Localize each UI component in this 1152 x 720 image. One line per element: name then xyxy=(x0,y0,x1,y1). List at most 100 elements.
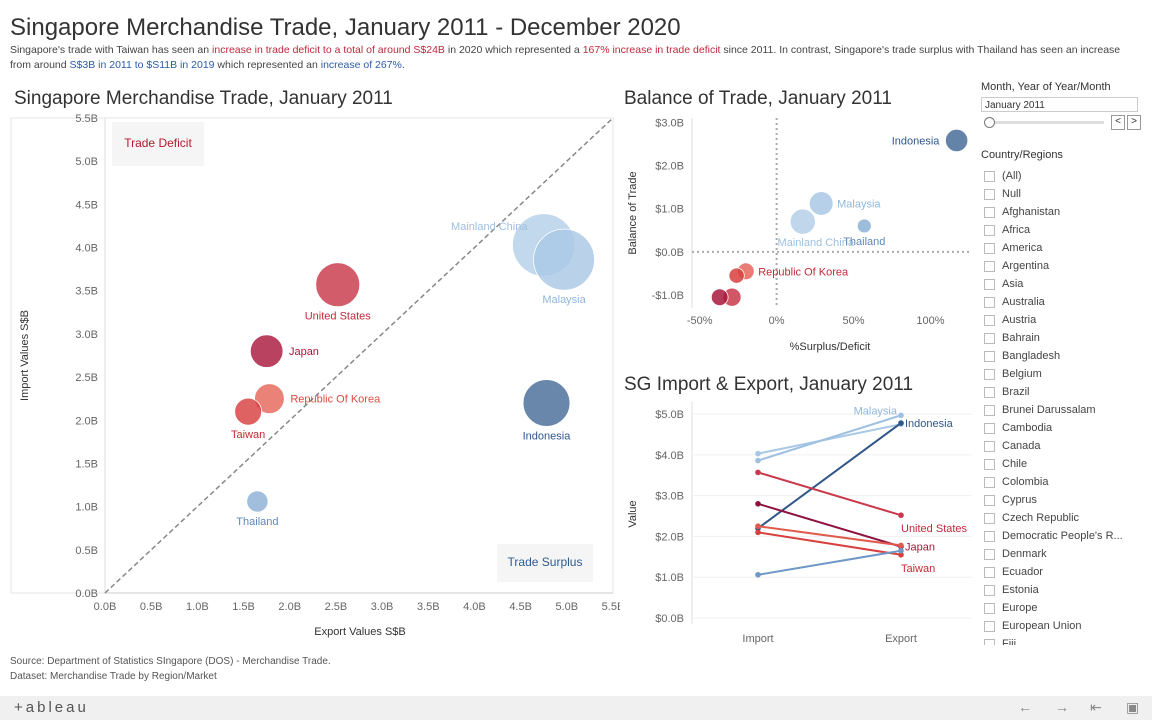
month-slider-track[interactable] xyxy=(986,121,1104,124)
bubble-taiwan[interactable] xyxy=(728,267,745,284)
revert-icon[interactable]: ⇤ xyxy=(1090,699,1102,715)
region-checkbox[interactable] xyxy=(984,494,995,506)
series-line-republic-of-korea[interactable] xyxy=(757,525,902,547)
series-line-japan[interactable] xyxy=(757,502,902,548)
region-checkbox[interactable] xyxy=(984,314,995,326)
region-checkbox[interactable] xyxy=(984,476,995,488)
series-line-thailand[interactable] xyxy=(757,549,902,576)
series-line-united-states[interactable] xyxy=(757,471,902,517)
point-import-taiwan[interactable] xyxy=(755,529,761,536)
bubble-mainland-china[interactable] xyxy=(789,208,816,235)
region-option[interactable]: Czech Republic xyxy=(984,509,1134,527)
region-checkbox[interactable] xyxy=(984,278,995,290)
bubble-united-states[interactable] xyxy=(315,262,361,308)
region-checkbox[interactable] xyxy=(984,350,995,362)
region-option[interactable]: Fiji xyxy=(984,635,1134,645)
point-export-malaysia[interactable] xyxy=(898,412,904,419)
region-option[interactable]: Democratic People's R... xyxy=(984,527,1134,545)
x-category-export: Export xyxy=(885,633,917,645)
region-checkbox[interactable] xyxy=(984,602,995,614)
region-option[interactable]: America xyxy=(984,239,1134,257)
region-option[interactable]: Austria xyxy=(984,311,1134,329)
region-option[interactable]: Australia xyxy=(984,293,1134,311)
point-import-united-states[interactable] xyxy=(755,469,761,476)
region-checkbox[interactable] xyxy=(984,332,995,344)
region-checkbox[interactable] xyxy=(984,566,995,578)
region-option[interactable]: Colombia xyxy=(984,473,1134,491)
region-checkbox[interactable] xyxy=(984,368,995,380)
region-option[interactable]: Asia xyxy=(984,275,1134,293)
redo-icon[interactable]: → xyxy=(1055,699,1069,715)
region-checkbox[interactable] xyxy=(984,260,995,272)
bubble-thailand[interactable] xyxy=(246,490,269,513)
region-option[interactable]: Ecuador xyxy=(984,563,1134,581)
region-option[interactable]: Belgium xyxy=(984,365,1134,383)
region-option[interactable]: Europe xyxy=(984,599,1134,617)
region-checkbox[interactable] xyxy=(984,422,995,434)
region-checkbox[interactable] xyxy=(984,224,995,236)
region-checkbox[interactable] xyxy=(984,296,995,308)
point-export-taiwan[interactable] xyxy=(898,551,904,558)
region-checkbox[interactable] xyxy=(984,386,995,398)
point-import-japan[interactable] xyxy=(755,501,761,507)
series-line-taiwan[interactable] xyxy=(757,531,902,556)
undo-icon[interactable]: ← xyxy=(1018,699,1032,715)
bubble-republic-of-korea[interactable] xyxy=(254,383,285,414)
next-month-button[interactable]: > xyxy=(1127,115,1141,130)
region-option[interactable]: (All) xyxy=(984,167,1134,185)
import-export-chart[interactable]: $0.0B $1.0B $2.0B $3.0B $4.0B $5.0B Import Expo… xyxy=(620,398,980,650)
bubble-thailand[interactable] xyxy=(856,218,872,234)
region-checkbox[interactable] xyxy=(984,170,995,182)
region-checkbox[interactable] xyxy=(984,458,995,470)
point-import-republic-of-korea[interactable] xyxy=(755,523,761,530)
point-export-republic-of-korea[interactable] xyxy=(898,542,904,549)
region-option[interactable]: Chile xyxy=(984,455,1134,473)
region-option[interactable]: European Union xyxy=(984,617,1134,635)
point-import-mainland-china[interactable] xyxy=(755,450,761,457)
bubble-indonesia[interactable] xyxy=(945,128,969,153)
region-checkbox[interactable] xyxy=(984,188,995,200)
region-checkbox[interactable] xyxy=(984,530,995,542)
bubble-malaysia[interactable] xyxy=(533,228,595,291)
point-import-thailand[interactable] xyxy=(755,571,761,578)
point-export-united-states[interactable] xyxy=(898,512,904,519)
region-option[interactable]: Bahrain xyxy=(984,329,1134,347)
point-export-thailand[interactable] xyxy=(898,547,904,554)
region-option[interactable]: Bangladesh xyxy=(984,347,1134,365)
region-checkbox[interactable] xyxy=(984,440,995,452)
series-line-malaysia[interactable] xyxy=(757,414,902,462)
bubble-indonesia[interactable] xyxy=(522,379,571,427)
month-filter-input[interactable]: January 2011 xyxy=(981,97,1138,112)
bubble-taiwan[interactable] xyxy=(234,397,263,426)
month-slider-handle[interactable] xyxy=(984,117,995,128)
region-option[interactable]: Brazil xyxy=(984,383,1134,401)
bubble-malaysia[interactable] xyxy=(808,191,834,216)
region-option[interactable]: Afghanistan xyxy=(984,203,1134,221)
region-checkbox[interactable] xyxy=(984,584,995,596)
region-option[interactable]: Null xyxy=(984,185,1134,203)
region-checkbox[interactable] xyxy=(984,404,995,416)
region-option[interactable]: Cambodia xyxy=(984,419,1134,437)
region-option[interactable]: Africa xyxy=(984,221,1134,239)
prev-month-button[interactable]: < xyxy=(1111,115,1125,130)
region-checkbox[interactable] xyxy=(984,206,995,218)
point-import-malaysia[interactable] xyxy=(755,457,761,464)
region-checkbox[interactable] xyxy=(984,620,995,632)
trade-scatter-chart[interactable]: 0.0B 0.5B 1.0B 1.5B 2.0B 2.5B 3.0B 3.5B 4.0B 4.5B… xyxy=(0,110,620,648)
tableau-logo[interactable]: +ableau xyxy=(14,699,89,716)
region-option[interactable]: Canada xyxy=(984,437,1134,455)
region-option[interactable]: Argentina xyxy=(984,257,1134,275)
region-option[interactable]: Estonia xyxy=(984,581,1134,599)
region-option[interactable]: Denmark xyxy=(984,545,1134,563)
region-checkbox[interactable] xyxy=(984,242,995,254)
balance-of-trade-chart[interactable]: $3.0B $2.0B $1.0B $0.0B -$1.0B -50% 0% 50% 100%%… xyxy=(620,110,980,360)
bubble-japan[interactable] xyxy=(710,288,729,307)
bubble-japan[interactable] xyxy=(249,334,284,368)
point-export-indonesia[interactable] xyxy=(898,420,904,426)
region-option[interactable]: Cyprus xyxy=(984,491,1134,509)
region-checkbox[interactable] xyxy=(984,548,995,560)
region-checkbox[interactable] xyxy=(984,638,995,645)
region-checkbox[interactable] xyxy=(984,512,995,524)
region-option[interactable]: Brunei Darussalam xyxy=(984,401,1134,419)
fullscreen-icon[interactable]: ▣ xyxy=(1126,699,1140,715)
